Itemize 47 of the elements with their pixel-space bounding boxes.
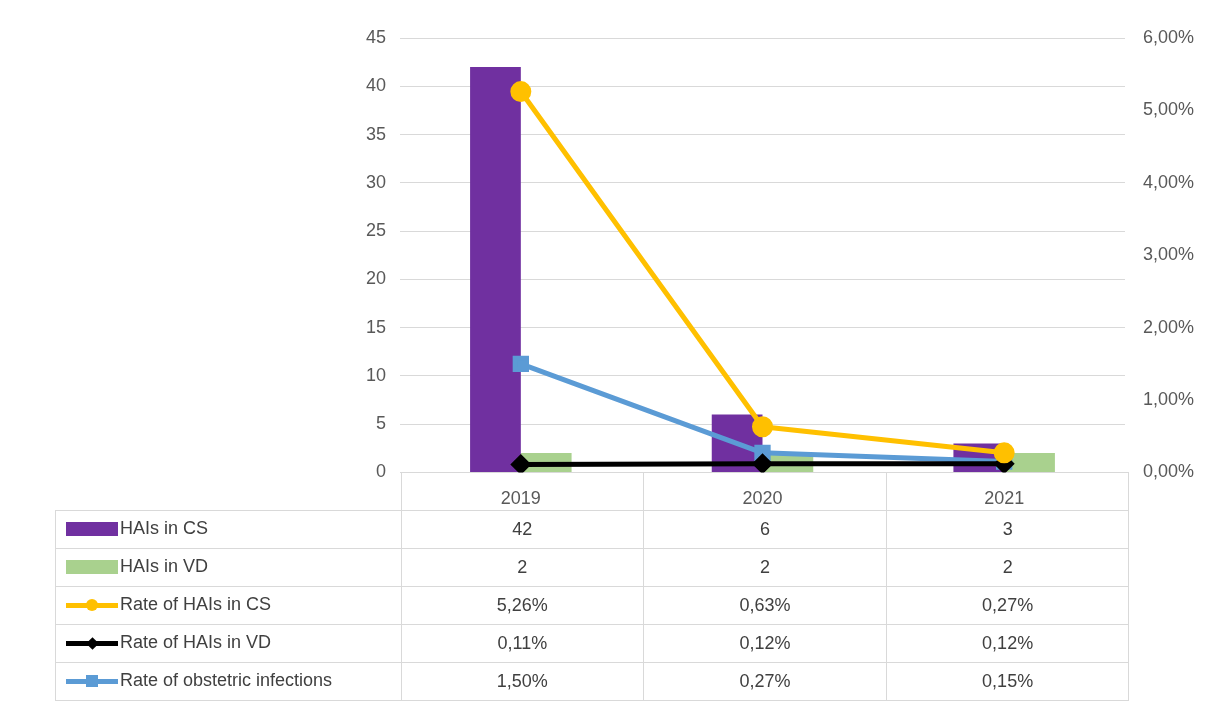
y2-tick-label: 3,00% (1143, 244, 1195, 265)
y2-tick-label: 0,00% (1143, 461, 1195, 482)
point (753, 454, 772, 473)
y-tick-label: 25 (365, 220, 386, 241)
y-tick-label: 35 (365, 123, 386, 144)
y-tick-label: 10 (365, 364, 386, 385)
data-label: 0,15% (886, 662, 1129, 701)
data-label: 2 (643, 548, 887, 587)
point (511, 454, 531, 473)
data-label: 0,12% (643, 624, 887, 663)
data-label: 6 (643, 510, 887, 549)
x-tick-label: 2020 (742, 488, 783, 509)
y-tick-label: 20 (365, 268, 386, 289)
data-label: 2 (401, 548, 644, 587)
y-tick-label: 40 (365, 75, 386, 96)
data-label: 3 (886, 510, 1129, 549)
data-label: 0,12% (886, 624, 1129, 663)
point (510, 81, 532, 103)
legend-label: HAIs in CS (120, 518, 209, 540)
data-label: 0,27% (643, 662, 887, 701)
point (752, 416, 773, 438)
y2-tick-label: 5,00% (1143, 99, 1195, 120)
y2-tick-label: 4,00% (1143, 171, 1195, 192)
y-tick-label: 5 (375, 413, 386, 434)
data-label: 42 (401, 510, 644, 549)
x-tick-label: 2021 (984, 488, 1025, 509)
data-label: 0,27% (886, 586, 1129, 625)
y2-tick-label: 1,00% (1143, 388, 1195, 409)
data-label: 0,63% (643, 586, 887, 625)
y-tick-label: 0 (375, 461, 386, 482)
bar (470, 66, 521, 472)
point (512, 355, 529, 372)
x-tick-label: 2019 (500, 488, 541, 509)
legend-label: Rate of obstetric infections (120, 670, 333, 692)
legend-label: HAIs in VD (120, 556, 209, 578)
data-label: 2 (886, 548, 1129, 587)
data-label: 5,26% (401, 586, 644, 625)
legend-label: Rate of HAIs in CS (120, 594, 272, 616)
y-tick-label: 30 (365, 171, 386, 192)
point (993, 442, 1015, 464)
data-label: 0,11% (401, 624, 644, 663)
y-tick-label: 45 (365, 26, 386, 47)
y2-tick-label: 2,00% (1143, 316, 1195, 337)
legend-label: Rate of HAIs in VD (120, 632, 272, 654)
y-tick-label: 15 (365, 316, 386, 337)
y2-tick-label: 6,00% (1143, 26, 1195, 47)
data-label: 1,50% (401, 662, 644, 701)
